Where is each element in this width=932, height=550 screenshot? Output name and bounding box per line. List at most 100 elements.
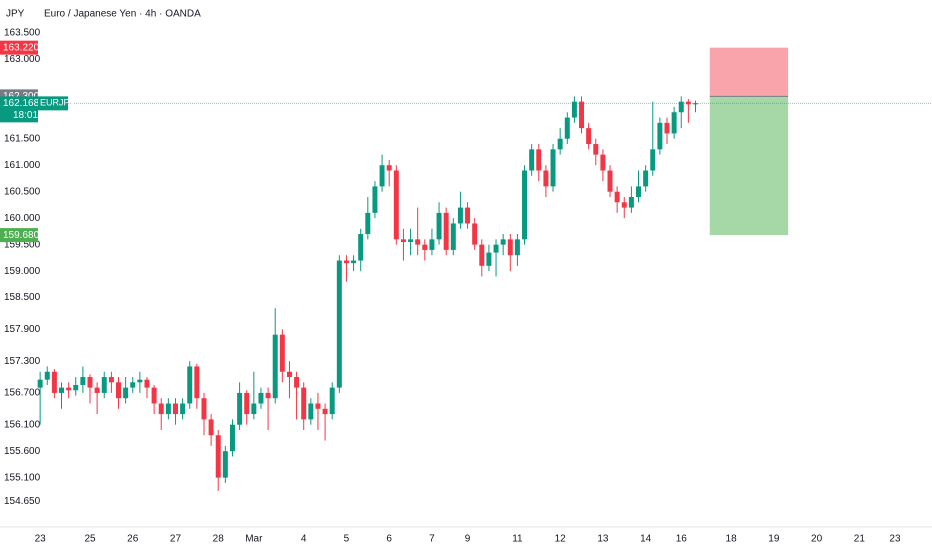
candle-body (165, 403, 171, 415)
candle-body (422, 244, 428, 250)
candle-body (215, 435, 221, 478)
candle-body (586, 128, 592, 145)
candle-body (493, 244, 499, 253)
y-tick-label: 154.650 (4, 496, 41, 507)
candle-body (222, 451, 228, 478)
x-tick-label: 16 (676, 534, 688, 545)
candle-body (607, 170, 613, 192)
candle-body (550, 149, 556, 187)
candle-body (536, 149, 542, 171)
candle-body (678, 101, 684, 113)
target-label-box (0, 228, 38, 243)
y-tick-label: 157.300 (4, 356, 41, 367)
stop-zone (709, 47, 789, 97)
candle-body (579, 101, 585, 129)
candle-body (557, 138, 563, 150)
candle-body (650, 149, 656, 171)
x-tick-label: Mar (245, 534, 263, 545)
candle-body (543, 170, 549, 187)
x-tick-label: 5 (344, 534, 350, 545)
x-tick-label: 7 (429, 534, 435, 545)
candle-body (514, 239, 520, 256)
candle-body (158, 403, 164, 415)
chart-title: Euro / Japanese Yen · 4h · OANDA (44, 9, 201, 20)
candle-body (294, 377, 300, 388)
y-tick-label: 156.100 (4, 419, 41, 430)
candle-body (351, 260, 357, 264)
x-tick-label: 28 (213, 534, 225, 545)
candle-body (343, 260, 349, 264)
candle-body (101, 377, 107, 393)
last-price-box (0, 96, 38, 123)
symbol-box (38, 96, 68, 111)
candle-body (486, 252, 492, 266)
candle-body (180, 403, 186, 415)
candle-body (116, 382, 121, 399)
candle-body (286, 371, 292, 378)
x-tick-label: 23 (889, 534, 901, 545)
candle-body (379, 165, 385, 187)
x-tick-label: 12 (555, 534, 567, 545)
y-tick-label: 161.500 (4, 133, 41, 144)
candle-body (187, 366, 193, 404)
candle-body (272, 334, 278, 399)
candle-body (522, 170, 528, 240)
candle-body (59, 387, 65, 393)
y-tick-label: 160.500 (4, 186, 41, 197)
candle-body (194, 366, 200, 399)
x-tick-label: 23 (35, 534, 47, 545)
candle-body (500, 239, 506, 245)
candle-body (529, 149, 535, 171)
candle-body (265, 392, 271, 399)
y-tick-label: 159.000 (4, 266, 41, 277)
y-tick-label: 158.500 (4, 292, 41, 303)
target-zone (709, 96, 789, 236)
candle-body (144, 379, 150, 388)
candle-body (66, 387, 72, 391)
x-tick-label: 6 (386, 534, 392, 545)
y-tick-label: 163.000 (4, 54, 41, 65)
y-tick-label: 155.100 (4, 472, 41, 483)
candle-body (457, 207, 463, 224)
candle-body (636, 186, 642, 197)
candle-body (315, 403, 321, 409)
candle-body (51, 371, 57, 393)
candle-body (80, 377, 86, 385)
candle-body (94, 387, 100, 393)
candle-body (322, 408, 328, 415)
candle-body (507, 239, 513, 256)
candle-body (571, 101, 577, 118)
candle-body (393, 170, 399, 240)
target-label: 159.680 (3, 230, 40, 241)
candle-body (564, 117, 570, 139)
symbol: EURJPY (40, 98, 76, 108)
candle-body (108, 377, 114, 383)
y-tick-label: 163.500 (4, 27, 41, 38)
candle-body (172, 403, 178, 415)
candle-body (244, 392, 250, 415)
x-tick-label: 13 (597, 534, 609, 545)
candle-body (44, 371, 50, 380)
candle-body (87, 377, 93, 388)
y-tick-label: 160.000 (4, 213, 41, 224)
candle-body (614, 191, 620, 203)
x-tick-label: 14 (640, 534, 652, 545)
candle-body (229, 424, 235, 452)
candle-body (208, 419, 214, 436)
candle-body (443, 212, 449, 250)
candle-body (279, 334, 285, 372)
y-tick-label: 159.500 (4, 239, 41, 250)
currency: JPY (6, 9, 25, 20)
candle-body (450, 223, 456, 250)
candle-body (408, 239, 414, 242)
last-price: 162.168 (3, 98, 40, 109)
countdown: 18:01 (13, 110, 38, 121)
candle-body (429, 239, 435, 250)
candle-body (372, 186, 378, 213)
candle-body (301, 387, 307, 420)
candle-body (643, 170, 649, 187)
candle-body (308, 403, 314, 420)
candle-body (415, 239, 421, 245)
y-tick-label: 161.000 (4, 160, 41, 171)
candle-body (37, 379, 43, 388)
